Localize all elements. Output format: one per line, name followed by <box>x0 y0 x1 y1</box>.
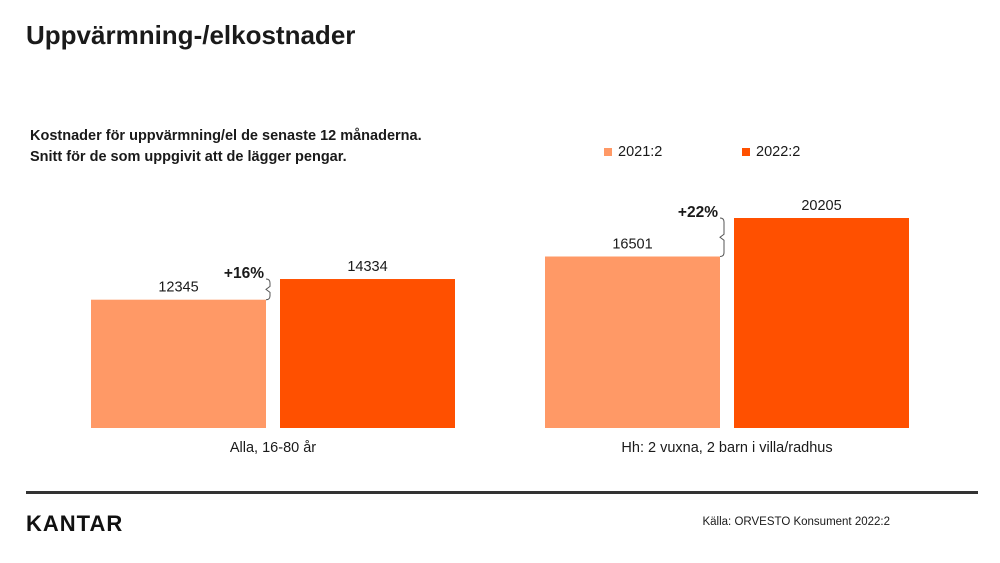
legend-item-2022: 2022:2 <box>742 144 800 160</box>
bar-0-0 <box>91 299 266 428</box>
category-label-1: Hh: 2 vuxna, 2 barn i villa/radhus <box>621 440 832 456</box>
bar-chart: 12345 14334 +16% Alla, 16-80 år 16501 20205 +2… <box>91 198 909 456</box>
category-label-0: Alla, 16-80 år <box>230 440 316 456</box>
data-label-1-1: 20205 <box>801 198 841 214</box>
source-note: Källa: ORVESTO Konsument 2022:2 <box>702 516 890 528</box>
chart-subtitle: Kostnader för uppvärmning/el de senaste … <box>30 126 422 168</box>
legend-label-2021: 2021:2 <box>618 144 663 160</box>
legend-label-2022: 2022:2 <box>756 144 801 160</box>
kantar-logo: KANTAR <box>26 511 124 536</box>
legend-swatch-2021 <box>604 148 612 156</box>
bar-1-1 <box>734 218 909 428</box>
subtitle-line-2: Snitt för de som uppgivit att de lägger … <box>30 149 347 165</box>
data-label-1-0: 16501 <box>612 236 652 252</box>
change-bracket-0 <box>265 278 271 301</box>
data-label-0-0: 12345 <box>158 280 198 296</box>
change-annotation-1: +22% <box>678 204 718 221</box>
subtitle-line-1: Kostnader för uppvärmning/el de senaste … <box>30 128 422 144</box>
footer-divider <box>26 491 978 494</box>
change-annotation-0: +16% <box>224 265 264 282</box>
page-title: Uppvärmning-/elkostnader <box>26 20 356 50</box>
bar-1-0 <box>545 256 720 428</box>
legend-swatch-2022 <box>742 148 750 156</box>
change-bracket-1 <box>719 217 725 257</box>
data-label-0-1: 14334 <box>347 259 387 275</box>
legend-item-2021: 2021:2 <box>604 144 662 160</box>
bar-0-1 <box>280 279 455 428</box>
